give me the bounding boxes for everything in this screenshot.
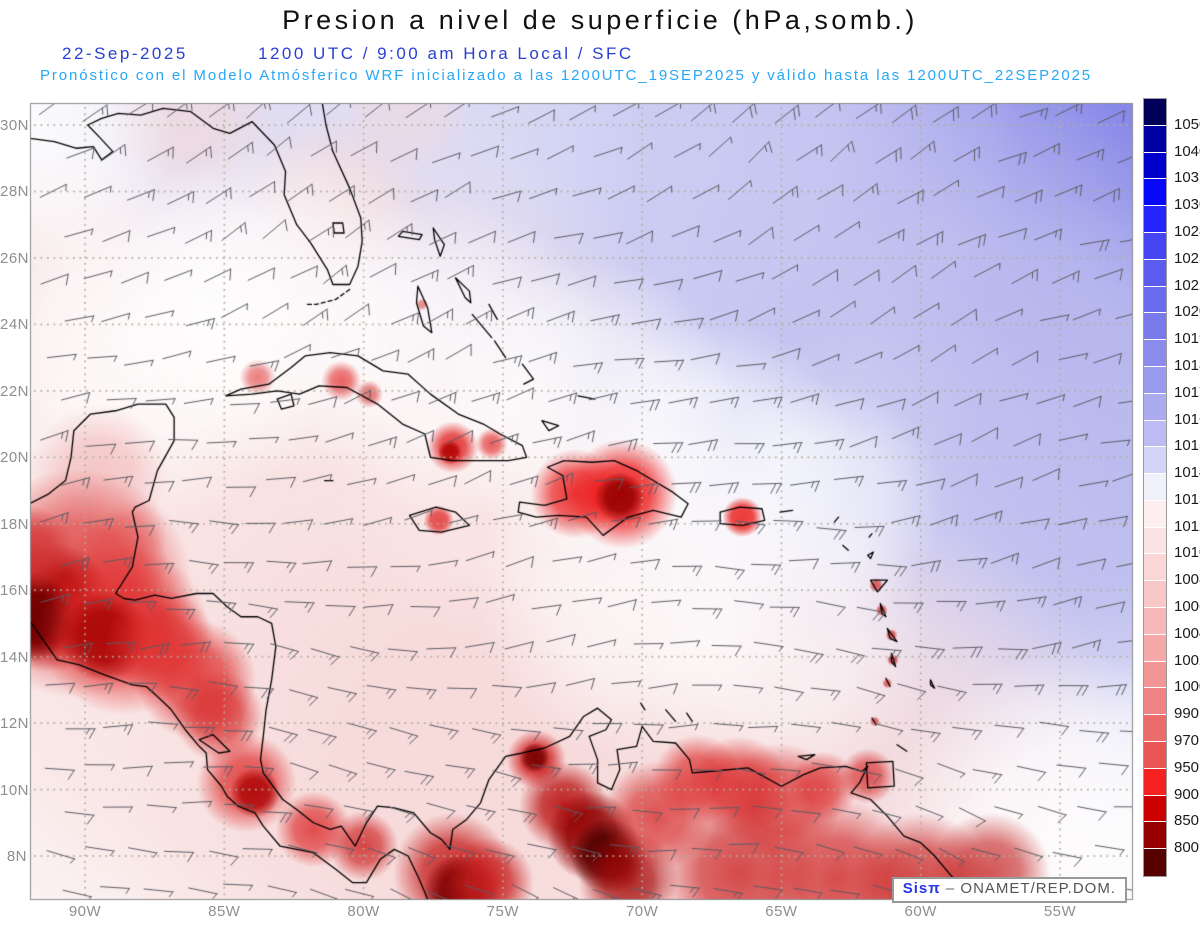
colorbar-label: 800 xyxy=(1174,839,1200,857)
colorbar-label: 1002 xyxy=(1174,651,1200,669)
colorbar-label: 1006 xyxy=(1174,598,1200,616)
y-axis-label: 20N xyxy=(0,449,30,467)
colorbar-segment xyxy=(1144,125,1166,153)
colorbar-segment xyxy=(1144,742,1166,769)
colorbar-segment xyxy=(1144,99,1166,126)
colorbar-label: 1025 xyxy=(1174,249,1200,267)
colorbar-label: 1015 xyxy=(1174,437,1200,455)
colorbar-label: 1000 xyxy=(1174,678,1200,696)
colorbar-segment xyxy=(1144,554,1166,582)
colorbar-label: 990 xyxy=(1174,705,1200,723)
colorbar-label: 1008 xyxy=(1174,571,1200,589)
colorbar-segment xyxy=(1144,232,1166,260)
colorbar-segment xyxy=(1144,768,1166,796)
colorbar-segment xyxy=(1144,581,1166,609)
x-axis-label: 55W xyxy=(1043,903,1077,920)
watermark-brand: Sisπ xyxy=(902,880,941,897)
colorbar-segment xyxy=(1144,366,1166,394)
colorbar-segment xyxy=(1144,420,1166,448)
colorbar-label: 1013 xyxy=(1174,490,1200,508)
x-axis-label: 80W xyxy=(347,903,380,920)
colorbar-segment xyxy=(1144,179,1166,207)
y-axis-label: 8N xyxy=(6,847,27,865)
colorbar-segment xyxy=(1144,715,1166,743)
colorbar-label: 1010 xyxy=(1174,544,1200,562)
x-axis-label: 75W xyxy=(486,903,520,920)
x-axis-label: 90W xyxy=(68,903,102,920)
pressure-colorbar xyxy=(1143,98,1167,877)
colorbar-segment xyxy=(1144,313,1166,341)
colorbar-segment xyxy=(1144,688,1166,716)
colorbar-segment xyxy=(1144,500,1166,528)
colorbar-label: 950 xyxy=(1174,758,1200,776)
watermark: Sisπ – ONAMET/REP.DOM. xyxy=(891,877,1127,903)
y-axis-label: 16N xyxy=(0,582,30,600)
colorbar-segment xyxy=(1144,447,1166,475)
colorbar-label: 900 xyxy=(1174,785,1200,803)
colorbar-label: 1022 xyxy=(1174,276,1200,294)
y-axis-label: 10N xyxy=(0,781,30,799)
colorbar-label: 1014 xyxy=(1174,464,1200,482)
colorbar-segment xyxy=(1144,474,1166,501)
colorbar-label: 1017 xyxy=(1174,383,1200,401)
colorbar-segment xyxy=(1144,527,1166,555)
x-axis-label: 65W xyxy=(765,903,798,920)
colorbar-segment xyxy=(1144,206,1166,233)
watermark-separator: – xyxy=(945,880,956,897)
colorbar-label: 1012 xyxy=(1174,517,1200,535)
y-axis-label: 30N xyxy=(0,117,30,134)
y-axis-label: 12N xyxy=(0,715,30,733)
colorbar-label: 1018 xyxy=(1174,356,1200,374)
y-axis-label: 24N xyxy=(0,316,30,334)
colorbar-segment xyxy=(1144,286,1166,314)
colorbar-label: 1040 xyxy=(1174,142,1200,160)
y-axis-label: 18N xyxy=(0,515,30,533)
colorbar-label: 1016 xyxy=(1174,410,1200,428)
watermark-org: ONAMET/REP.DOM. xyxy=(960,880,1116,897)
y-axis-label: 14N xyxy=(0,648,30,666)
colorbar-segment xyxy=(1144,849,1166,876)
colorbar-segment xyxy=(1144,340,1166,367)
colorbar-label: 1035 xyxy=(1174,169,1200,187)
colorbar-segment xyxy=(1144,661,1166,689)
colorbar-label: 1004 xyxy=(1174,624,1200,642)
colorbar-label: 1028 xyxy=(1174,222,1200,240)
colorbar-segment xyxy=(1144,608,1166,635)
colorbar-label: 1050 xyxy=(1174,115,1200,133)
colorbar-label: 1020 xyxy=(1174,303,1200,321)
y-axis-label: 22N xyxy=(0,382,30,400)
colorbar-label: 1030 xyxy=(1174,196,1200,214)
colorbar-label: 1019 xyxy=(1174,330,1200,348)
colorbar-label: 850 xyxy=(1174,812,1200,830)
x-axis-label: 85W xyxy=(208,903,241,920)
x-axis-label: 60W xyxy=(904,903,937,920)
colorbar-segment xyxy=(1144,795,1166,823)
colorbar-label: 970 xyxy=(1174,732,1200,750)
colorbar-segment xyxy=(1144,259,1166,287)
colorbar-segment xyxy=(1144,822,1166,850)
colorbar-segment xyxy=(1144,152,1166,180)
colorbar-segment xyxy=(1144,393,1166,421)
x-axis-label: 70W xyxy=(625,903,659,920)
y-axis-label: 26N xyxy=(0,249,30,267)
colorbar-segment xyxy=(1144,634,1166,662)
y-axis-label: 28N xyxy=(0,183,30,201)
